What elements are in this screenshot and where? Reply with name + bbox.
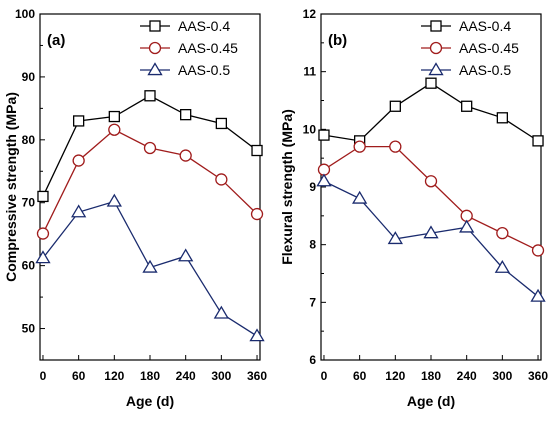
series-aas-0-5 xyxy=(35,193,265,342)
x-tick-label: 120 xyxy=(385,369,405,383)
y-tick-label: 11 xyxy=(303,65,316,79)
x-tick-label: 0 xyxy=(40,369,47,383)
data-point xyxy=(143,141,157,155)
data-point xyxy=(316,173,332,187)
y-tick-label: 6 xyxy=(309,353,316,367)
data-point xyxy=(353,140,366,153)
data-point xyxy=(36,227,50,240)
data-point xyxy=(72,115,85,127)
data-point xyxy=(389,100,401,112)
legend-marker xyxy=(149,20,161,32)
data-point xyxy=(494,259,510,273)
x-tick-label: 360 xyxy=(247,369,267,383)
x-tick-label: 180 xyxy=(421,369,441,383)
y-tick-label: 80 xyxy=(22,133,36,147)
data-point xyxy=(352,190,368,204)
x-tick-label: 180 xyxy=(140,369,160,383)
data-point xyxy=(424,175,438,188)
series-aas-0-4 xyxy=(37,90,263,203)
data-point xyxy=(215,117,228,130)
legend-marker xyxy=(147,62,163,76)
legend-label: AAS-0.4 xyxy=(459,18,511,34)
y-tick-label: 9 xyxy=(309,180,316,194)
data-point xyxy=(423,225,439,239)
panel-label: (a) xyxy=(47,32,65,49)
y-tick-label: 90 xyxy=(22,70,36,84)
data-point xyxy=(250,207,264,221)
data-point xyxy=(496,112,509,124)
data-point xyxy=(106,193,122,207)
data-point xyxy=(461,100,473,112)
y-tick-label: 7 xyxy=(309,295,316,309)
data-point xyxy=(178,248,194,262)
data-point xyxy=(213,305,229,319)
y-axis-title: Compressive strength (MPa) xyxy=(3,92,19,282)
x-axis-title: Age (d) xyxy=(126,393,174,409)
series-line xyxy=(323,82,539,142)
data-point xyxy=(425,77,437,89)
legend-marker xyxy=(428,62,444,76)
data-point xyxy=(249,328,265,342)
y-tick-label: 100 xyxy=(15,7,35,21)
data-point xyxy=(496,226,509,240)
y-axis-title: Flexural strength (MPa) xyxy=(279,109,295,265)
legend-marker xyxy=(429,41,443,55)
data-point xyxy=(389,140,402,153)
chart-panel-b: 0 60 120 180 240 300 360 6 7 8 9 10 11 12 Age (d) Flexu… xyxy=(279,7,548,409)
x-tick-label: 240 xyxy=(176,369,196,383)
y-tick-label: 50 xyxy=(22,322,36,336)
data-point xyxy=(142,259,158,273)
legend-label: AAS-0.4 xyxy=(178,18,230,34)
legend-label: AAS-0.5 xyxy=(459,62,511,78)
legend: AAS-0.4 AAS-0.45 AAS-0.5 xyxy=(421,18,519,78)
x-tick-label: 300 xyxy=(211,369,231,383)
x-tick-label: 120 xyxy=(104,369,124,383)
x-tick-label: 300 xyxy=(492,369,512,383)
legend-marker xyxy=(430,20,442,32)
data-point xyxy=(215,173,228,186)
data-point xyxy=(318,129,330,141)
data-point xyxy=(387,231,403,245)
data-point xyxy=(532,135,544,147)
y-tick-label: 8 xyxy=(309,238,316,252)
data-point xyxy=(251,144,263,157)
x-tick-label: 240 xyxy=(457,369,477,383)
data-point xyxy=(37,190,49,203)
x-tick-label: 60 xyxy=(72,369,86,383)
legend-label: AAS-0.5 xyxy=(178,62,230,78)
legend: AAS-0.4 AAS-0.45 AAS-0.5 xyxy=(140,18,238,78)
data-point xyxy=(108,123,121,136)
legend-marker xyxy=(148,41,162,55)
y-tick-label: 60 xyxy=(22,259,36,273)
x-tick-label: 0 xyxy=(321,369,328,383)
data-point xyxy=(530,288,546,302)
data-point xyxy=(71,204,87,218)
data-point xyxy=(144,90,156,102)
x-tick-label: 60 xyxy=(353,369,367,383)
data-point xyxy=(35,250,51,264)
series-aas-0-45 xyxy=(317,140,545,257)
legend-label: AAS-0.45 xyxy=(459,40,519,56)
data-point xyxy=(72,154,85,167)
data-point xyxy=(180,109,192,121)
chart-panel-a: 0 60 120 180 240 300 360 50 60 70 80 90 100 Age (d) Co… xyxy=(3,7,267,409)
y-tick-label: 70 xyxy=(22,196,36,210)
data-point xyxy=(531,244,545,257)
y-tick-label: 12 xyxy=(303,7,317,21)
x-tick-label: 360 xyxy=(528,369,548,383)
data-point xyxy=(459,219,475,233)
panel-label: (b) xyxy=(328,32,347,49)
y-tick-label: 10 xyxy=(303,122,317,136)
series-aas-0-5 xyxy=(316,173,546,302)
series-aas-0-45 xyxy=(36,123,264,240)
x-axis-title: Age (d) xyxy=(407,393,455,409)
data-point xyxy=(179,149,192,162)
data-point xyxy=(108,110,120,123)
legend-label: AAS-0.45 xyxy=(178,40,238,56)
series-aas-0-4 xyxy=(318,77,544,147)
